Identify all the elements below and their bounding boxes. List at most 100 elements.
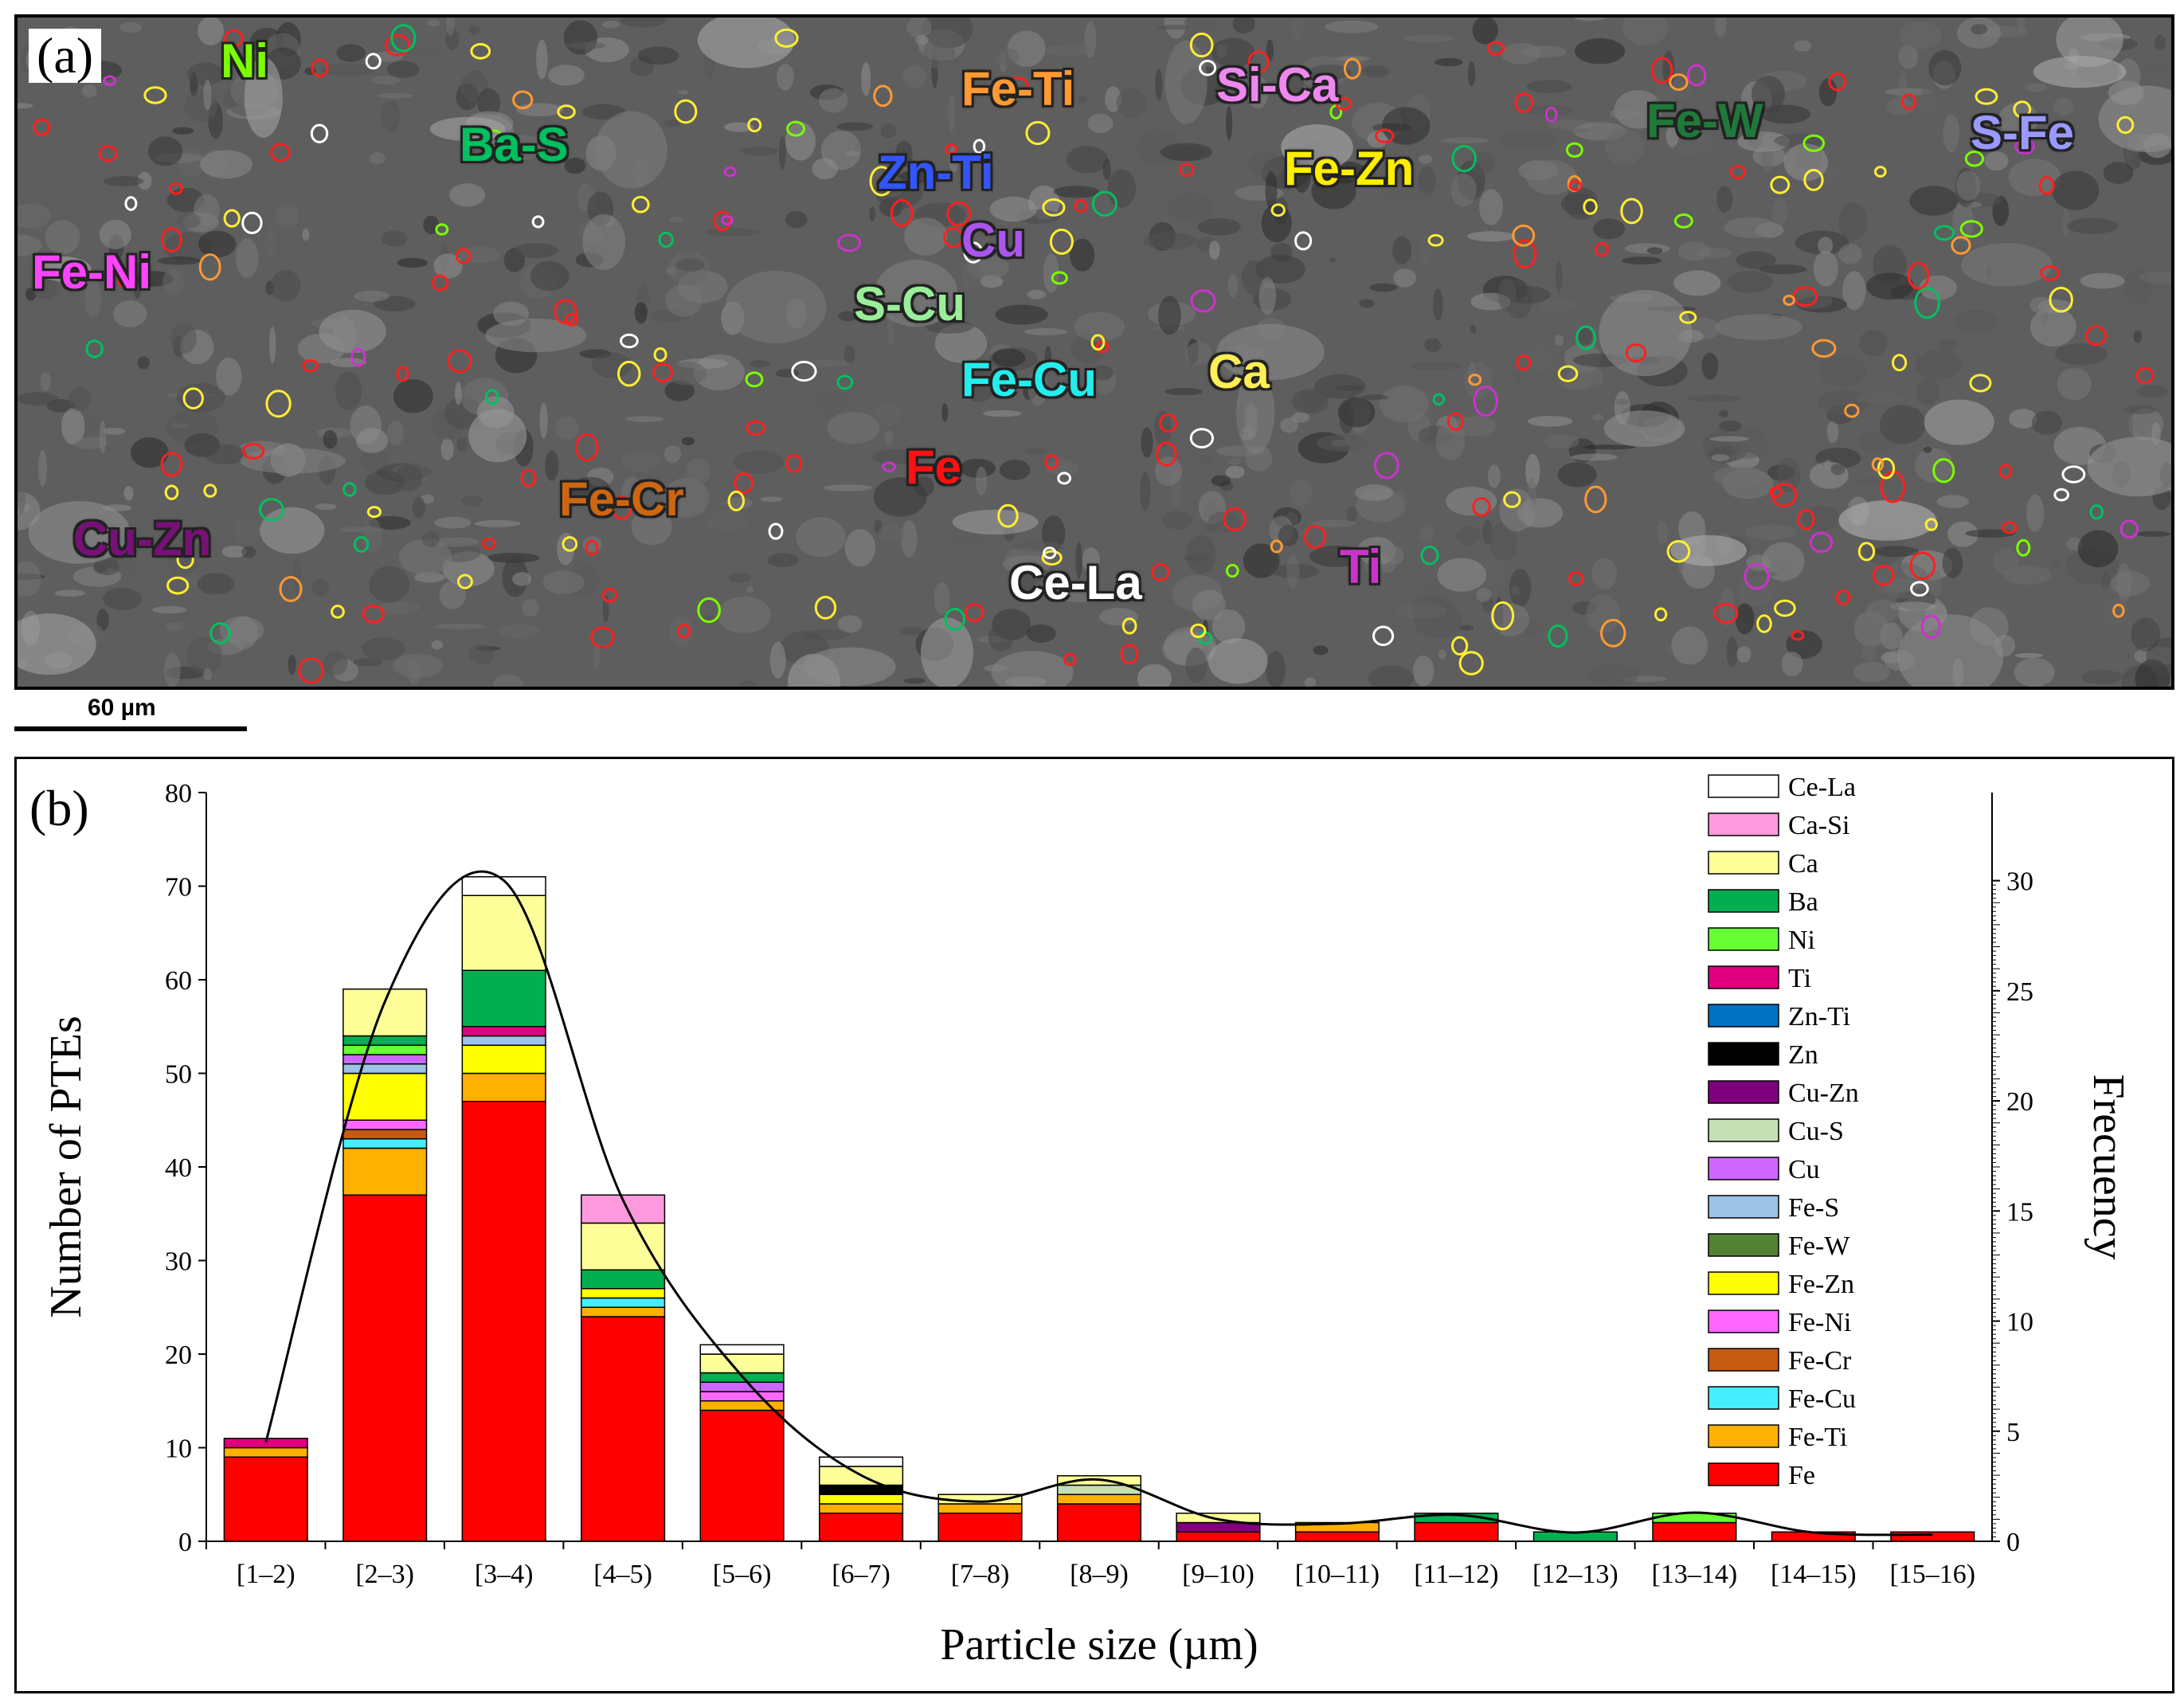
sem-grain [566,41,606,49]
sem-grain [1291,412,1310,423]
sem-grain [1866,272,1914,300]
sem-grain [1450,173,1477,207]
sem-grain [1140,471,1151,511]
sem-grain [1045,44,1095,57]
sem-large-particle [1838,500,1937,541]
sem-grain [933,581,950,615]
bar-segment-ce-la [699,1344,785,1355]
particle-marker [1669,73,1689,92]
sem-grain [620,18,667,28]
particle-marker [1223,507,1247,531]
sem-grain [1919,86,1937,119]
particle-marker [745,371,764,388]
particle-marker [658,231,674,249]
particle-marker [1920,614,1942,639]
sem-grain [934,323,988,363]
sem-grain [99,420,107,454]
sem-grain [1736,251,1776,269]
x-axis-title: Particle size (µm) [940,1620,1258,1670]
x-tick-label: [4–5) [593,1560,652,1589]
sem-grain [1524,104,1573,117]
sem-grain [1923,446,1932,453]
sem-grain [1258,276,1277,315]
legend-swatch-fe-ti [1708,1424,1779,1448]
sem-grain [1526,80,1572,93]
sem-grain [1928,49,1962,86]
sem-grain [1024,448,1047,455]
particle-marker [481,537,496,550]
sem-grain [2126,410,2133,442]
sem-grain [198,18,225,45]
legend-label: Ce-La [1788,773,1856,802]
particle-marker [1620,198,1643,225]
sem-grain [1564,127,1591,133]
particle-marker [1565,142,1583,158]
sem-grain [1313,645,1329,656]
sem-grain [1470,324,1477,335]
sem-grain [1984,151,2009,171]
sem-grain [728,572,751,583]
particle-marker [747,117,762,133]
sem-grain [433,253,463,279]
sem-grain [387,420,404,446]
sem-grain [1379,386,1430,423]
sem-grain [84,279,102,318]
sem-grain [268,326,276,364]
particle-marker [2089,504,2104,520]
sem-grain [386,61,420,79]
sem-grain [1092,365,1114,381]
sem-grain [1939,339,1957,352]
particle-marker [1872,564,1895,586]
sem-grain [844,529,876,567]
sem-grain [131,437,169,468]
particle-marker [1584,485,1607,514]
sem-grain [1290,478,1313,507]
sem-grain [1865,599,1900,622]
bar-segment-fe [461,1101,546,1542]
sem-grain [895,140,913,167]
particle-marker [1673,213,1693,229]
particle-marker [997,503,1019,528]
bar-segment-fe-s [461,1035,546,1046]
sem-grain [1082,546,1100,574]
chart-panel: 0 10 20 30 40 50 60 70 80 0 5 10 15 20 25 30 [1–2) [2–3) [… [14,757,2174,1693]
y-tick-label: 30 [165,1247,192,1277]
sem-grain [1395,602,1447,620]
particle-marker [166,576,190,595]
particle-marker [242,443,265,460]
sem-grain [512,572,532,586]
sem-grain [165,622,185,631]
sem-grain [431,640,444,650]
sem-grain [494,135,547,161]
sem-grain [1395,487,1407,515]
particle-marker [331,605,345,619]
particle-marker [2053,487,2070,502]
legend-label: Fe-Ti [1788,1423,1847,1452]
bar-segment-fe [937,1513,1023,1542]
sem-label-ca: Ca [1208,345,1270,398]
sem-grain [1873,546,1920,558]
y-tick-label: 40 [165,1153,192,1183]
bar-segment-ba [342,1035,428,1046]
sem-grain [1382,107,1431,145]
stacked-bar-chart: 0 10 20 30 40 50 60 70 80 0 5 10 15 20 25 30 [1–2) [2–3) [… [41,773,2133,1670]
sem-grain [1915,350,1963,380]
sem-grain [769,641,786,679]
sem-grain [959,458,996,478]
particle-marker [390,24,417,53]
bar-segment-ba [581,1269,666,1290]
particle-marker [1654,607,1668,622]
legend-label: Cu [1788,1155,1820,1184]
sem-grain [760,496,783,503]
sem-grain [796,517,846,558]
sem-grain [1225,106,1233,141]
sem-grain [873,477,927,517]
sem-grain [1467,61,1476,87]
sem-grain [818,88,848,113]
sem-grain [869,206,876,221]
y2-tick-label: 5 [2006,1418,2020,1447]
sem-grain [620,476,644,512]
sem-large-particle [1599,289,1693,377]
particle-marker [1155,441,1177,467]
particle-marker [270,143,291,162]
